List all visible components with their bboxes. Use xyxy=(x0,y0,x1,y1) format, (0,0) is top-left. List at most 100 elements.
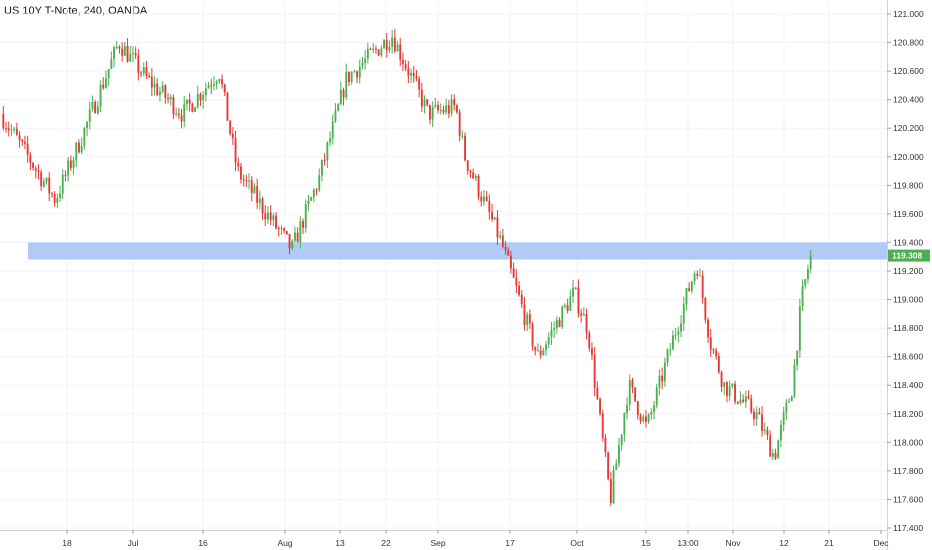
y-tick-label: 119.200 xyxy=(893,266,923,276)
candle-body xyxy=(469,170,472,173)
candle-body xyxy=(169,97,172,100)
candle-body xyxy=(628,380,631,405)
candle-body xyxy=(480,196,483,202)
candle-body xyxy=(275,215,277,229)
candle-body xyxy=(447,105,450,114)
candle-body xyxy=(369,48,372,50)
candle-body xyxy=(796,350,799,365)
candle-body xyxy=(477,175,480,197)
x-tick-label: Nov xyxy=(725,538,741,548)
candle-body xyxy=(731,383,734,387)
candle-body xyxy=(321,159,323,176)
candle-body xyxy=(32,163,34,169)
candle-body xyxy=(412,72,415,76)
candle-body xyxy=(364,58,367,64)
candle-body xyxy=(61,174,64,194)
candle-body xyxy=(728,386,731,396)
grid-lines xyxy=(0,2,887,530)
candle-body xyxy=(350,72,353,82)
candle-body xyxy=(537,350,539,352)
candle-body xyxy=(531,323,534,347)
candle-body xyxy=(723,382,726,387)
candle-body xyxy=(669,349,672,351)
candle-body xyxy=(64,174,67,176)
candle-body xyxy=(499,235,502,238)
candle-body xyxy=(553,328,556,330)
candle-body xyxy=(204,88,207,95)
candle-body xyxy=(442,109,445,113)
candle-body xyxy=(461,135,464,137)
candle-body xyxy=(588,332,591,349)
candle-body xyxy=(474,175,477,179)
candle-body xyxy=(272,215,275,221)
candle-body xyxy=(15,128,18,136)
x-axis[interactable]: 18 Jul 16 Aug 13 22 Sep 17 Oct 15 13:00 Nov 12 21 Dec xyxy=(0,530,889,548)
candle-body xyxy=(680,323,682,332)
candle-body xyxy=(744,396,747,402)
candle-body xyxy=(429,104,431,120)
candle-body xyxy=(528,314,531,324)
candle-body xyxy=(569,296,572,311)
candle-body xyxy=(445,105,448,113)
x-tick-label: Oct xyxy=(570,538,584,548)
candle-body xyxy=(623,413,626,435)
candle-body xyxy=(221,79,223,85)
candle-body xyxy=(809,255,812,270)
x-tick-label: 18 xyxy=(62,538,72,548)
candle-body xyxy=(736,401,739,404)
x-tick-label: 21 xyxy=(824,538,834,548)
candle-body xyxy=(488,200,491,213)
candle-body xyxy=(288,233,291,249)
candle-body xyxy=(771,453,774,457)
last-price-tag: 119.308 xyxy=(888,249,930,262)
candle-body xyxy=(696,273,699,276)
candle-body xyxy=(234,138,237,163)
candle-body xyxy=(258,198,261,203)
candle-body xyxy=(542,350,545,356)
y-tick-label: 120.000 xyxy=(893,152,924,162)
candle-body xyxy=(126,45,129,62)
candle-body xyxy=(618,445,620,464)
candle-body xyxy=(804,279,807,286)
candle-body xyxy=(734,383,736,402)
candle-body xyxy=(439,109,442,111)
x-tick-label: 17 xyxy=(505,538,515,548)
candle-body xyxy=(450,99,453,114)
candle-body xyxy=(134,53,137,56)
candle-body xyxy=(196,94,199,108)
candle-body xyxy=(21,139,24,142)
candle-body xyxy=(72,159,75,168)
candle-body xyxy=(782,412,785,425)
x-tick-label: 15 xyxy=(641,538,651,548)
candle-body xyxy=(283,228,286,231)
candle-body xyxy=(123,45,126,56)
candle-body xyxy=(634,387,637,402)
y-axis[interactable]: 121.000 120.800 120.600 120.400 120.200 120.0… xyxy=(887,0,924,550)
candle-body xyxy=(491,212,493,220)
candle-body xyxy=(393,37,396,52)
candle-body xyxy=(40,172,43,187)
candle-body xyxy=(572,287,574,297)
candle-body xyxy=(107,69,110,79)
candle-body xyxy=(601,413,604,438)
candle-body xyxy=(45,177,48,182)
candle-body xyxy=(410,72,412,76)
candle-body xyxy=(485,196,488,201)
candle-body xyxy=(172,97,175,115)
candle-body xyxy=(685,288,688,305)
y-tick-label: 120.200 xyxy=(893,123,924,133)
candle-body xyxy=(267,212,269,220)
candle-body xyxy=(788,401,790,403)
candle-body xyxy=(194,107,196,112)
candle-body xyxy=(334,110,337,122)
candle-body xyxy=(574,287,577,289)
candle-body xyxy=(78,142,80,153)
candle-body xyxy=(7,128,10,131)
candle-body xyxy=(121,48,124,56)
x-tick-label: Dec xyxy=(873,538,889,548)
candle-body xyxy=(218,79,221,82)
candle-body xyxy=(766,429,769,436)
y-tick-label: 117.800 xyxy=(893,466,923,476)
candle-body xyxy=(237,162,240,167)
